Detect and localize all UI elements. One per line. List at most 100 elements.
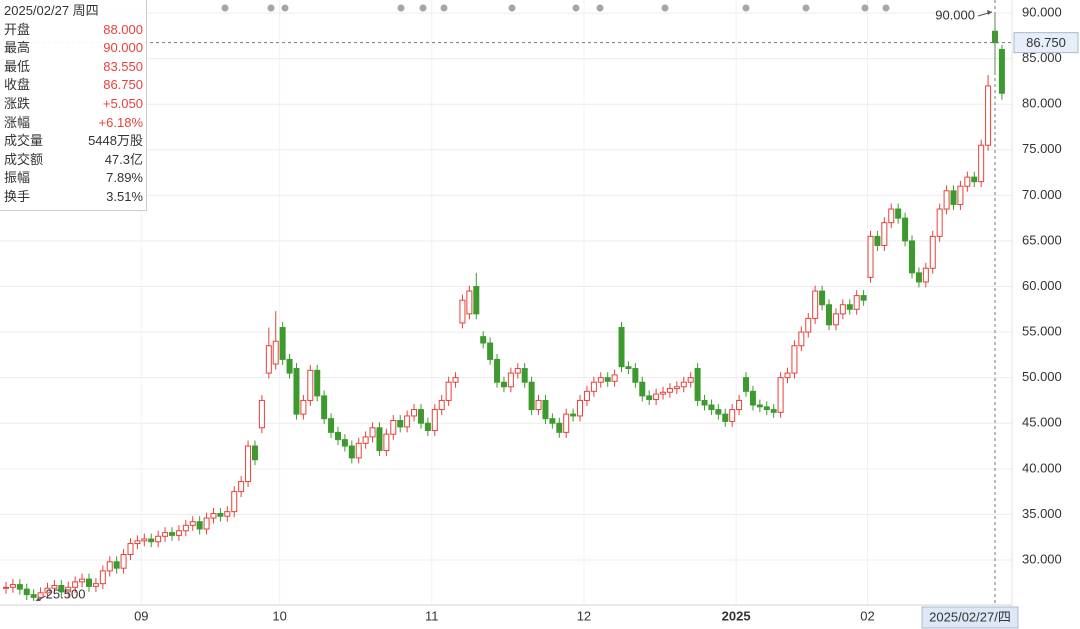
candle-body	[251, 445, 258, 461]
crosshair-price: 86.750	[1026, 35, 1066, 50]
candle-body	[653, 393, 660, 401]
y-tick-label: 55.000	[1022, 324, 1062, 339]
candle-body	[3, 586, 9, 589]
candle-body	[217, 512, 224, 517]
candle-body	[812, 290, 819, 319]
candle-body	[715, 409, 722, 415]
x-tick-label: 10	[272, 608, 286, 623]
event-marker[interactable]	[419, 4, 427, 12]
candle-body	[58, 584, 65, 593]
x-tick-label: 11	[425, 608, 439, 623]
candle-body	[258, 399, 265, 429]
tooltip-row: 涨跌 +5.050	[0, 95, 146, 114]
max-arrowhead	[987, 10, 992, 16]
candle-body	[528, 381, 535, 411]
y-tick-label: 35.000	[1022, 506, 1062, 521]
event-marker[interactable]	[440, 4, 448, 12]
candle-body	[210, 512, 217, 519]
candle-body	[957, 185, 964, 205]
event-marker[interactable]	[281, 4, 289, 12]
candle-body	[314, 369, 321, 397]
event-marker[interactable]	[802, 4, 810, 12]
candle-body	[542, 399, 549, 420]
candle-body	[535, 399, 542, 411]
event-marker[interactable]	[882, 4, 890, 12]
event-marker[interactable]	[221, 4, 229, 12]
candle-body	[680, 381, 687, 388]
tooltip-value: 3.51%	[106, 188, 143, 204]
x-tick-label: 12	[577, 608, 591, 623]
candle-body	[445, 381, 452, 401]
candle-body	[604, 377, 611, 382]
max-label: 90.000	[935, 7, 975, 22]
candle-body	[666, 388, 673, 393]
candle-body	[431, 409, 438, 432]
candle-body	[874, 235, 881, 246]
candle-body	[92, 583, 99, 587]
candle-body	[985, 85, 992, 146]
candle-body	[791, 345, 798, 374]
candle-body	[321, 395, 328, 420]
candle-body	[632, 368, 639, 383]
candle-body	[618, 327, 625, 368]
x-tick-label: 02	[860, 608, 874, 623]
event-marker[interactable]	[572, 4, 580, 12]
candle-body	[224, 511, 231, 517]
candle-body	[65, 586, 72, 593]
candle-body	[763, 406, 770, 411]
candle-body	[162, 532, 169, 537]
tooltip-label: 成交量	[4, 133, 44, 149]
tooltip-value: 83.550	[103, 58, 143, 74]
candle-body	[466, 290, 473, 315]
candle-body	[646, 395, 653, 401]
x-tick-label: 2025	[722, 608, 751, 623]
event-marker[interactable]	[267, 4, 275, 12]
candle-body	[23, 588, 30, 596]
candle-body	[106, 561, 113, 572]
candle-body	[549, 418, 556, 424]
candle-body	[44, 587, 51, 594]
candle-body	[452, 377, 459, 383]
candle-body	[182, 524, 189, 532]
candle-body	[120, 553, 127, 569]
event-marker[interactable]	[508, 4, 516, 12]
tooltip-value: 5448万股	[88, 133, 143, 149]
candle-body	[507, 372, 514, 388]
y-tick-label: 65.000	[1022, 232, 1062, 247]
tooltip-label: 最高	[4, 40, 31, 56]
candle-body	[307, 369, 314, 401]
y-tick-label: 60.000	[1022, 278, 1062, 293]
event-marker[interactable]	[397, 4, 405, 12]
candle-body	[328, 418, 335, 433]
candle-body	[134, 540, 141, 545]
candle-body	[673, 386, 680, 390]
candle-body	[784, 372, 791, 379]
candle-body	[611, 374, 618, 382]
event-marker[interactable]	[742, 4, 750, 12]
candle-body	[494, 358, 501, 383]
event-marker[interactable]	[596, 4, 604, 12]
y-tick-label: 40.000	[1022, 460, 1062, 475]
event-marker[interactable]	[861, 4, 869, 12]
candle-body	[300, 399, 307, 415]
candle-body	[341, 439, 348, 447]
y-tick-label: 80.000	[1022, 96, 1062, 111]
candle-body	[826, 304, 833, 326]
y-tick-label: 70.000	[1022, 187, 1062, 202]
candle-body	[424, 422, 431, 432]
tooltip-value: +5.050	[102, 95, 143, 111]
event-marker[interactable]	[661, 4, 669, 12]
candle-body	[839, 304, 846, 315]
candle-body	[597, 377, 604, 383]
candle-body	[417, 409, 424, 424]
min-label: 25.500	[46, 586, 86, 601]
candle-body	[500, 381, 507, 388]
candle-body	[749, 390, 756, 406]
candle-body	[245, 445, 252, 483]
candle-body	[238, 481, 245, 493]
candle-body	[72, 581, 79, 588]
candle-body	[950, 190, 957, 205]
y-tick-label: 90.000	[1022, 4, 1062, 19]
candle-body	[279, 327, 286, 360]
candle-body	[148, 538, 155, 543]
